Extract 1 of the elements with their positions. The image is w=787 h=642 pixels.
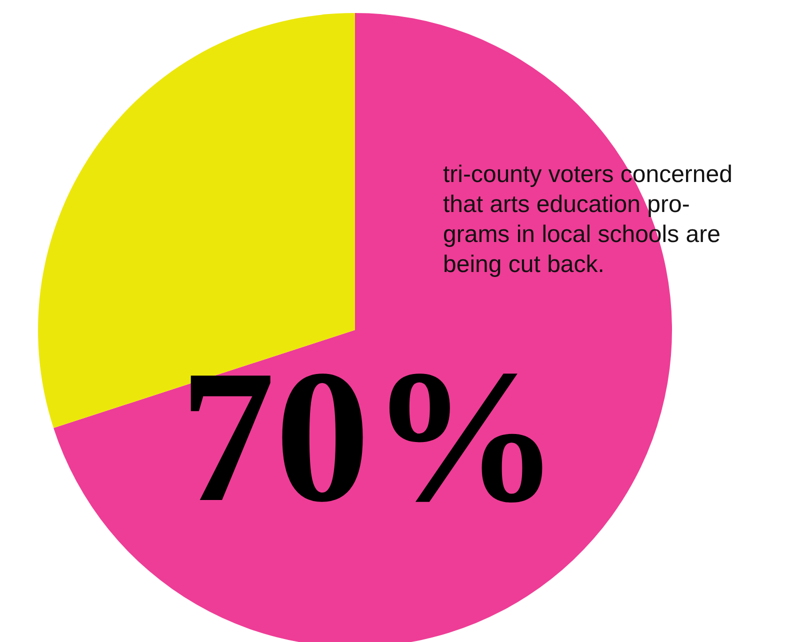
data-label: 70% [180,332,560,542]
